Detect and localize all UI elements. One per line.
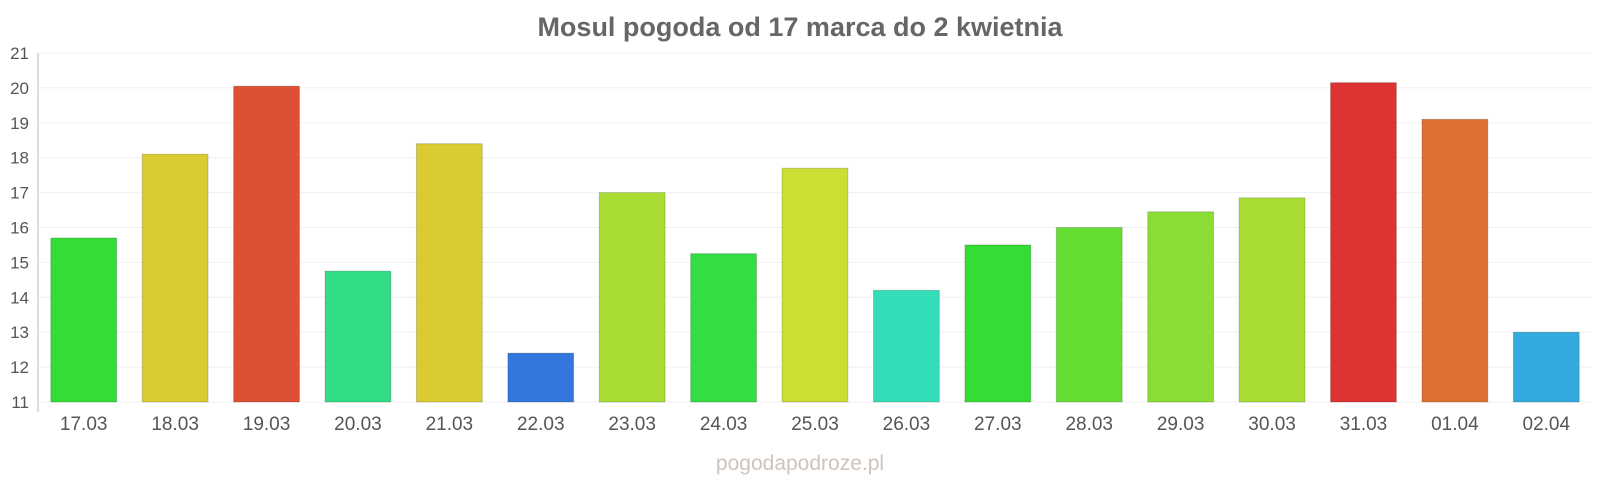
bar-24.03 (690, 253, 757, 403)
bar-21.03 (415, 143, 483, 403)
x-tick-label: 29.03 (1157, 414, 1205, 435)
x-tick-label: 30.03 (1248, 414, 1296, 435)
bar-02.04 (1512, 331, 1580, 403)
y-tick-label: 17 (10, 184, 29, 203)
x-tick-label: 20.03 (334, 414, 382, 435)
chart-title: Mosul pogoda od 17 marca do 2 kwietnia (537, 12, 1063, 42)
bar-31.03 (1330, 82, 1397, 403)
y-tick-label: 15 (10, 253, 29, 272)
x-axis-ticks: 17.03 18.03 19.03 20.03 21.03 22.03 23.03 24.03… (60, 414, 1571, 435)
x-tick-label: 21.03 (426, 414, 474, 435)
bar-27.03 (964, 244, 1032, 403)
bar-26.03 (873, 289, 940, 403)
y-tick-label: 12 (10, 358, 29, 377)
x-tick-label: 28.03 (1065, 414, 1113, 435)
bar-28.03 (1055, 227, 1123, 403)
y-tick-label: 14 (10, 288, 29, 307)
bar-25.03 (781, 167, 849, 403)
x-tick-label: 31.03 (1340, 414, 1388, 435)
bar-22.03 (507, 352, 575, 403)
bar-30.03 (1238, 197, 1306, 403)
bar-23.03 (598, 192, 666, 403)
y-tick-label: 13 (10, 323, 29, 342)
bar-01.04 (1421, 118, 1489, 403)
x-tick-label: 19.03 (243, 414, 291, 435)
watermark-text: pogodapodroze.pl (716, 452, 884, 475)
y-axis-ticks: 11 12 13 14 15 16 17 18 19 20 21 (10, 44, 29, 412)
x-tick-label: 02.04 (1523, 414, 1571, 435)
bar-17.03 (50, 237, 118, 403)
bar-19.03 (233, 85, 300, 403)
y-tick-label: 21 (10, 44, 29, 63)
x-tick-label: 18.03 (151, 414, 199, 435)
bar-18.03 (141, 153, 209, 403)
y-tick-label: 11 (11, 393, 29, 412)
x-tick-label: 25.03 (791, 414, 839, 435)
x-tick-label: 22.03 (517, 414, 565, 435)
x-tick-label: 17.03 (60, 414, 108, 435)
bar-29.03 (1147, 211, 1215, 403)
x-tick-label: 27.03 (974, 414, 1022, 435)
bars (50, 82, 1580, 403)
y-tick-label: 18 (10, 149, 29, 168)
bar-20.03 (324, 270, 392, 403)
x-tick-label: 24.03 (700, 414, 748, 435)
y-tick-label: 20 (10, 79, 29, 98)
y-tick-label: 19 (10, 114, 29, 133)
x-tick-label: 26.03 (883, 414, 931, 435)
y-tick-label: 16 (10, 219, 29, 238)
x-tick-label: 23.03 (608, 414, 656, 435)
x-tick-label: 01.04 (1431, 414, 1479, 435)
